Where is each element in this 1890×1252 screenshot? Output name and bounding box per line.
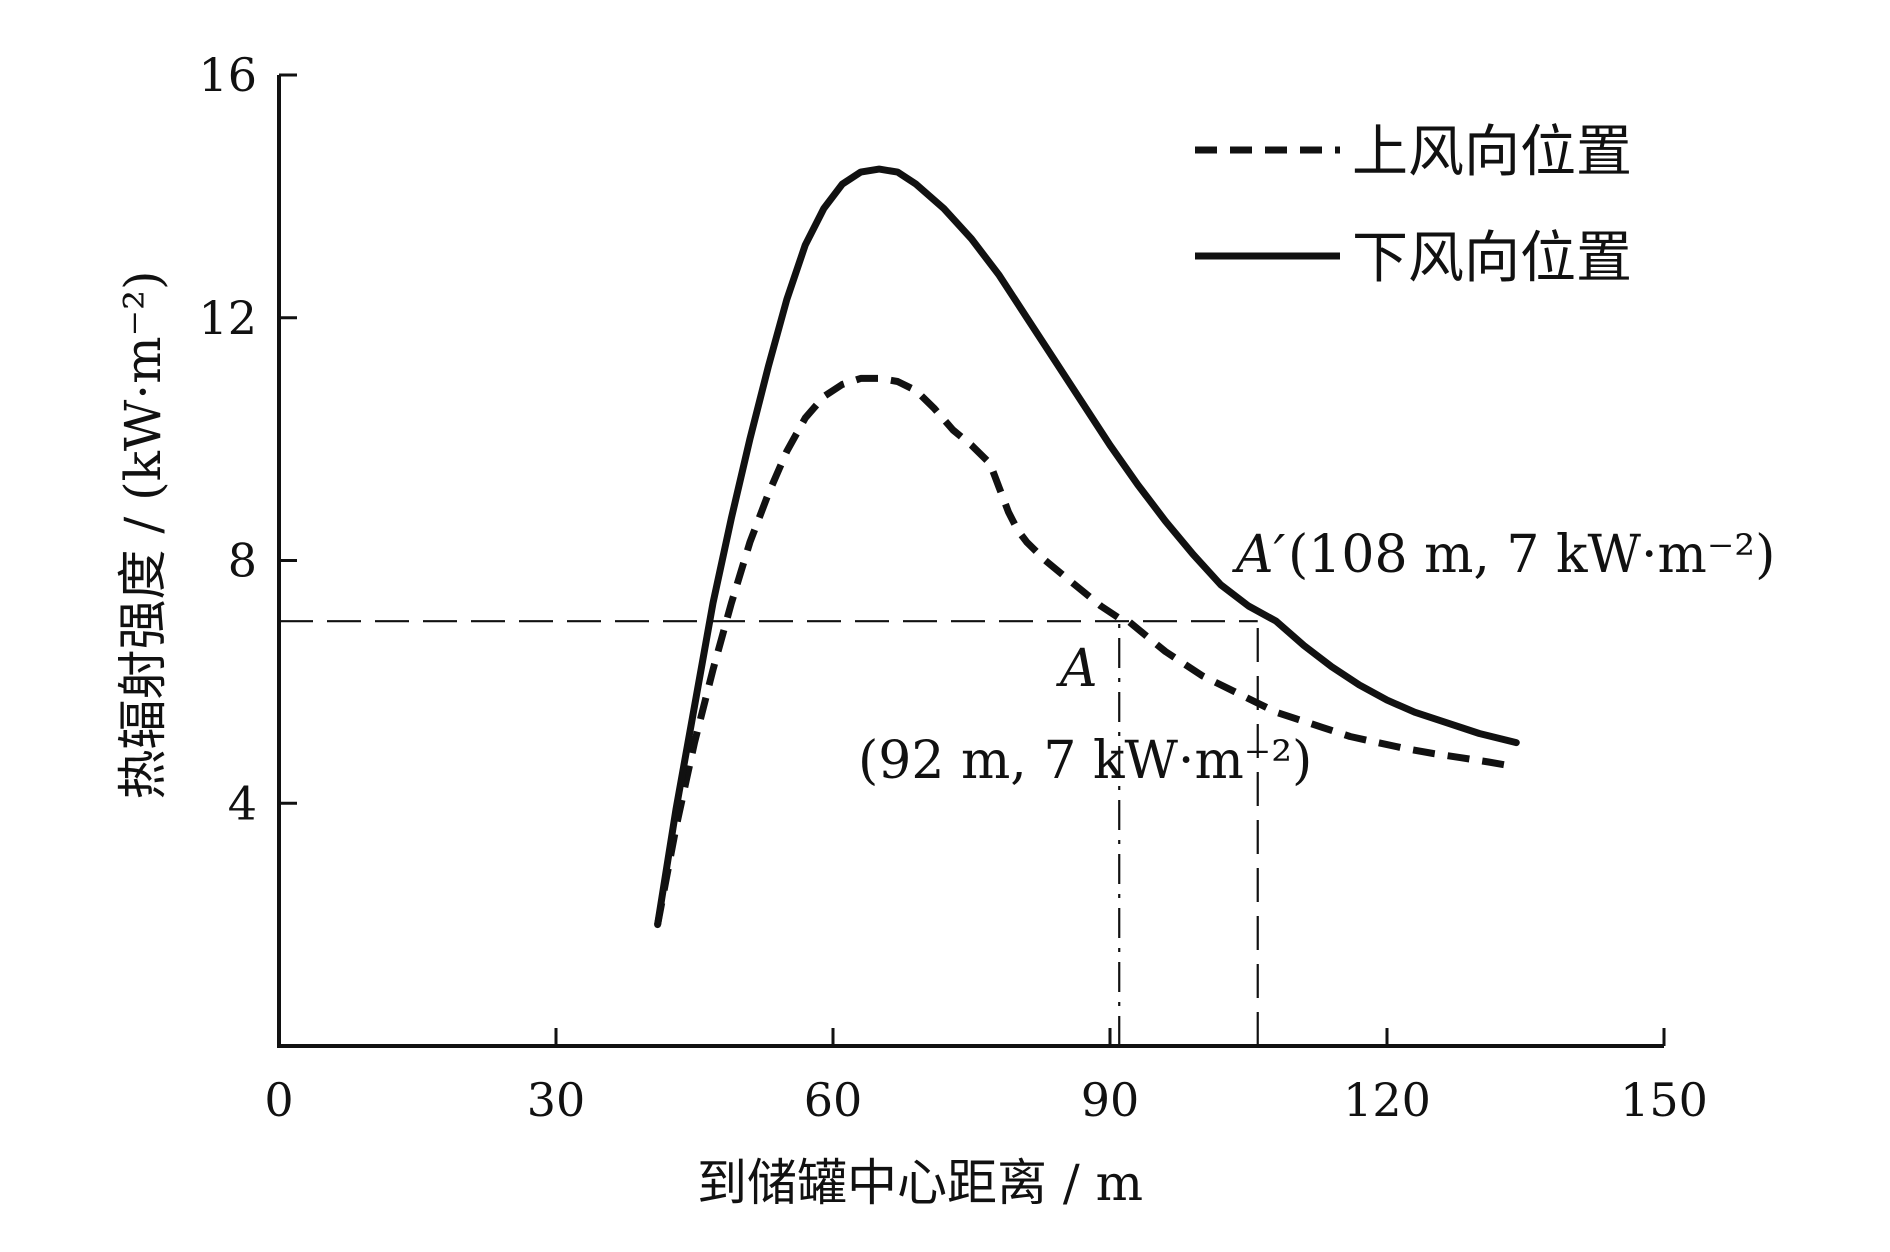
y-tick-label: 16 xyxy=(198,48,257,102)
legend-label-upwind: 上风向位置 xyxy=(1352,120,1632,185)
x-tick-label: 30 xyxy=(527,1073,586,1127)
x-tick-label: 60 xyxy=(804,1073,863,1127)
annotation-a-label: A xyxy=(1056,639,1098,699)
y-tick-label: 8 xyxy=(228,534,257,588)
x-tick-label: 0 xyxy=(264,1073,293,1127)
annotation-a-prime-label: A′ xyxy=(1232,525,1286,585)
annotation-a-prime-coords: (108 m, 7 kW·m⁻²) xyxy=(1288,525,1775,585)
annotation-a-prime: A′ (108 m, 7 kW·m⁻²) xyxy=(1232,525,1775,585)
legend: 上风向位置 下风向位置 xyxy=(1195,120,1632,291)
x-axis-title: 到储罐中心距离 / m xyxy=(697,1154,1143,1212)
x-tick-label: 120 xyxy=(1343,1073,1431,1127)
legend-label-downwind: 下风向位置 xyxy=(1352,226,1632,291)
y-tick-label: 12 xyxy=(198,291,257,345)
y-tick-label: 4 xyxy=(228,776,257,830)
annotation-a-coords: (92 m, 7 kW·m⁻²) xyxy=(858,731,1312,791)
reference-lines xyxy=(279,621,1258,1046)
x-tick-label: 150 xyxy=(1620,1073,1708,1127)
y-axis-title: 热辐射强度 / (kW·m⁻²) xyxy=(114,270,172,799)
tick-labels: 0 30 60 90 120 150 4 8 12 16 xyxy=(198,48,1707,1127)
x-tick-label: 90 xyxy=(1081,1073,1140,1127)
annotation-a: A (92 m, 7 kW·m⁻²) xyxy=(858,639,1312,791)
